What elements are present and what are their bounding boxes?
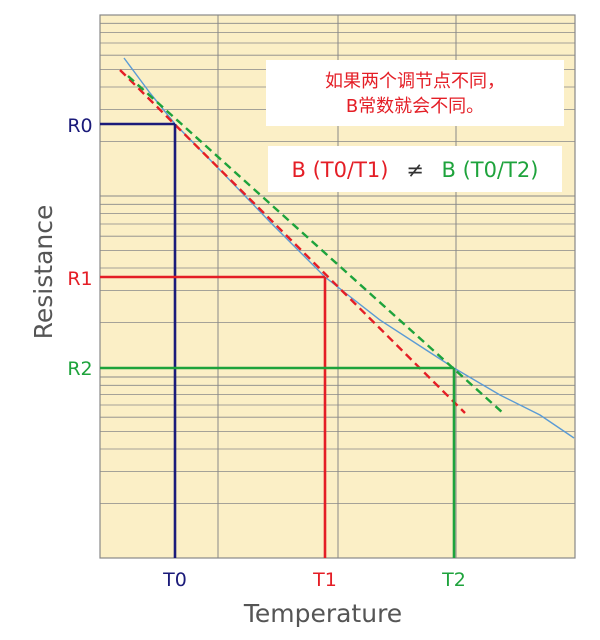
tangent-line-t0-t2	[127, 75, 504, 414]
plot-border	[99, 14, 576, 559]
tick-label-r1: R1	[67, 268, 92, 290]
annotation-line-1: 如果两个调节点不同，	[325, 71, 505, 92]
tick-label-r0: R0	[67, 115, 92, 137]
annotation-line-2: B常数就会不同。	[346, 96, 484, 117]
y-axis-title: Resistance	[29, 205, 58, 340]
formula-left: B (T0/T1)	[292, 158, 389, 182]
annotation-box	[266, 60, 564, 126]
tick-label-t0: T0	[162, 569, 187, 591]
formula-neq: ≠	[406, 158, 424, 182]
x-axis-title: Temperature	[243, 599, 402, 628]
tick-label-t1: T1	[312, 569, 337, 591]
tick-label-r2: R2	[67, 358, 92, 380]
resistance-curve	[123, 57, 575, 439]
tangent-line-t0-t1	[119, 69, 466, 414]
tick-label-t2: T2	[441, 569, 466, 591]
formula-box	[268, 146, 562, 192]
formula-right: B (T0/T2)	[442, 158, 539, 182]
